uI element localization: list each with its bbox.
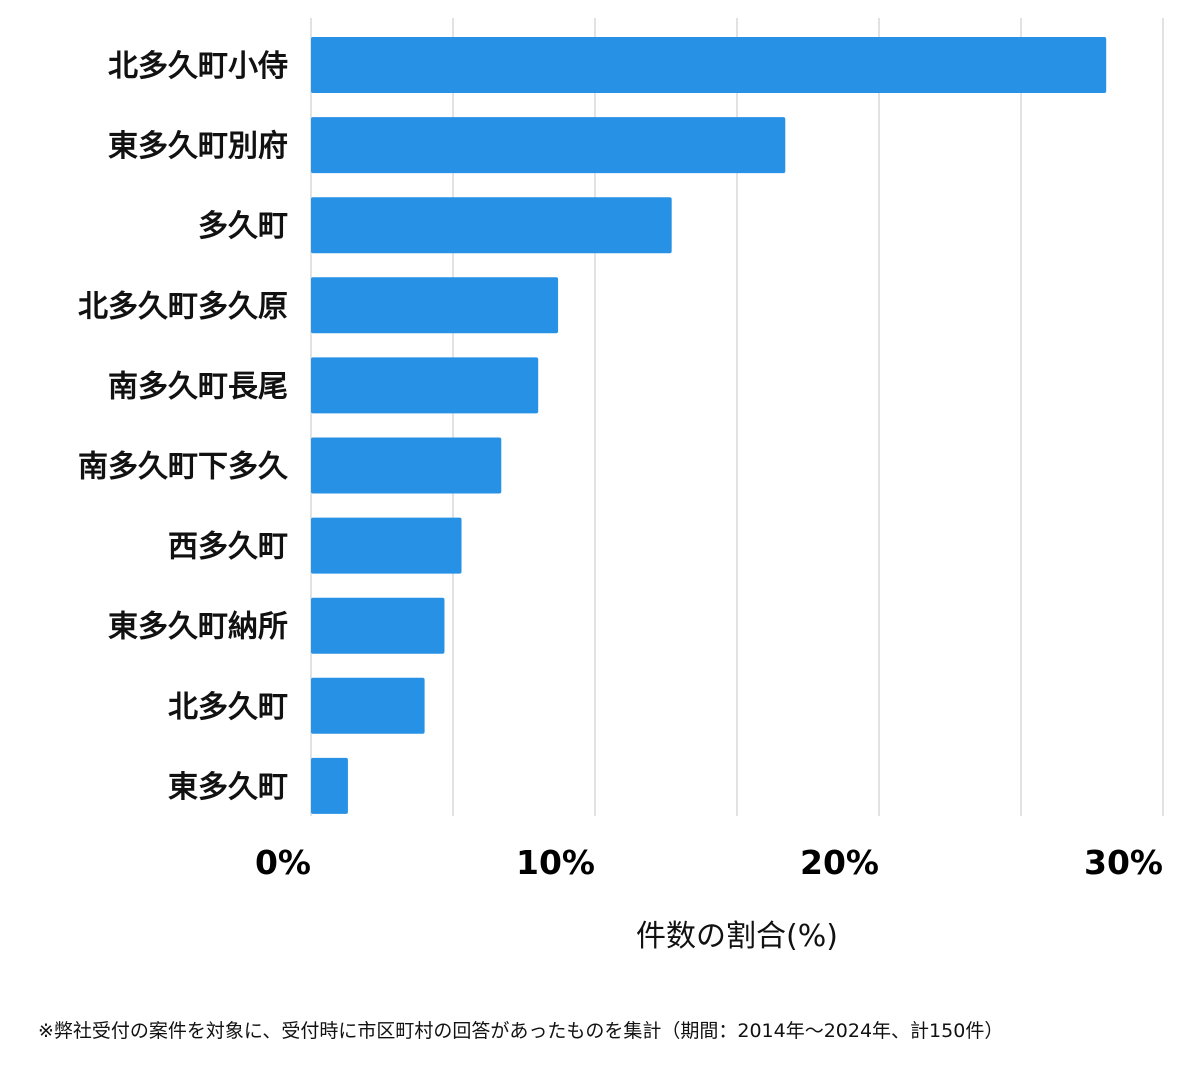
category-label-8: 北多久町 [168, 690, 288, 725]
bar-4 [311, 357, 539, 414]
bar-3 [311, 277, 559, 334]
category-label-7: 東多久町納所 [108, 610, 288, 645]
category-label-4: 南多久町長尾 [108, 369, 288, 404]
x-tick-label-1: 10% [516, 843, 595, 882]
category-labels: 北多久町小侍東多久町別府多久町北多久町多久原南多久町長尾南多久町下多久西多久町東… [78, 49, 288, 805]
category-label-2: 多久町 [198, 209, 288, 244]
bar-8 [311, 677, 425, 734]
category-label-6: 西多久町 [168, 530, 288, 565]
bar-0 [311, 37, 1107, 93]
bar-chart: 北多久町小侍東多久町別府多久町北多久町多久原南多久町長尾南多久町下多久西多久町東… [78, 18, 1164, 954]
category-label-9: 東多久町 [168, 770, 288, 805]
category-label-0: 北多久町小侍 [108, 49, 288, 84]
x-tick-labels: 0% 10% 20% 30% [255, 843, 1163, 882]
category-label-3: 北多久町多久原 [78, 289, 288, 324]
x-tick-label-3: 30% [1084, 843, 1163, 882]
category-label-1: 東多久町別府 [108, 129, 288, 164]
bars [311, 37, 1107, 814]
x-tick-label-0: 0% [255, 843, 311, 882]
x-tick-label-2: 20% [800, 843, 879, 882]
x-axis-title: 件数の割合(%) [636, 919, 838, 954]
bar-7 [311, 597, 445, 654]
bar-2 [311, 197, 672, 254]
bar-5 [311, 437, 502, 494]
bar-6 [311, 517, 462, 574]
bar-1 [311, 117, 786, 174]
category-label-5: 南多久町下多久 [78, 450, 288, 485]
footnote: ※弊社受付の案件を対象に、受付時に市区町村の回答があったものを集計（期間：201… [38, 1020, 1004, 1042]
bar-9 [311, 757, 348, 814]
